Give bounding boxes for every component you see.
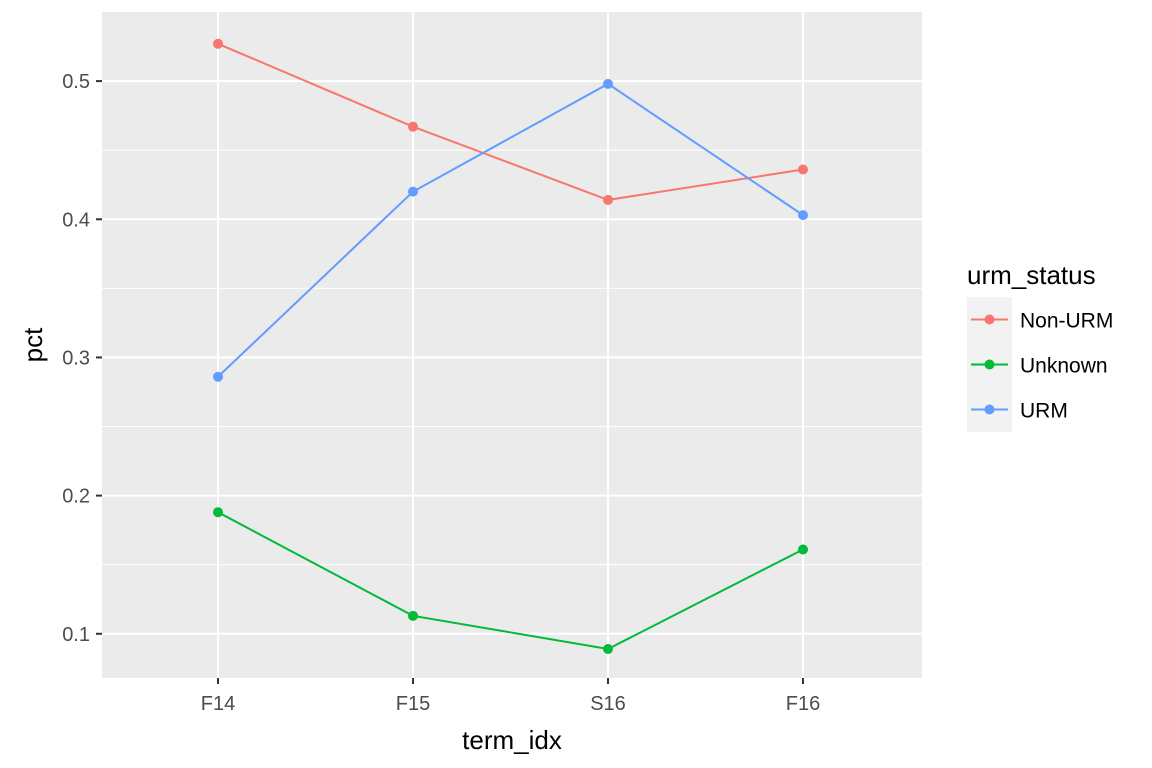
data-point [603,643,613,654]
minor-grid [102,149,922,566]
x-tick-label: F15 [396,693,430,715]
x-tick-labels: F14 F15 S16 F16 [201,693,820,715]
plot-panel [102,12,922,678]
x-tick-label: F16 [786,693,820,715]
y-tick-label: 0.4 [62,209,90,231]
data-point [213,371,223,382]
data-point [408,121,418,132]
legend-title: urm_status [967,260,1096,290]
series-line-urm [217,82,804,378]
data-point [798,164,808,175]
x-tick-label: S16 [590,693,626,715]
y-axis-title: pct [18,327,48,362]
series-line-unknown [217,511,804,651]
legend-key-point [984,314,995,325]
y-tick-label: 0.1 [62,624,90,646]
data-point [408,610,418,621]
series-layer [213,38,808,654]
y-tick-label: 0.3 [62,347,90,369]
data-point [798,210,808,221]
x-tick-label: F14 [201,693,235,715]
y-tick-label: 0.2 [62,486,90,508]
series-line-non-urm [217,42,804,201]
legend-key-point [984,404,995,415]
data-point [603,194,613,205]
y-tick-label: 0.5 [62,71,90,93]
data-point [213,38,223,49]
y-tick-labels: 0.1 0.2 0.3 0.4 0.5 [62,71,90,646]
data-point [408,186,418,197]
legend-label: Unknown [1020,355,1108,378]
legend-label: URM [1020,400,1068,423]
data-point [798,544,808,555]
axis-ticks [96,80,804,684]
x-axis-title: term_idx [462,725,562,755]
legend: Non-URM Unknown URM [967,297,1113,432]
legend-key-point [984,359,995,370]
data-point [603,78,613,89]
data-point [213,507,223,518]
legend-label: Non-URM [1020,310,1113,333]
